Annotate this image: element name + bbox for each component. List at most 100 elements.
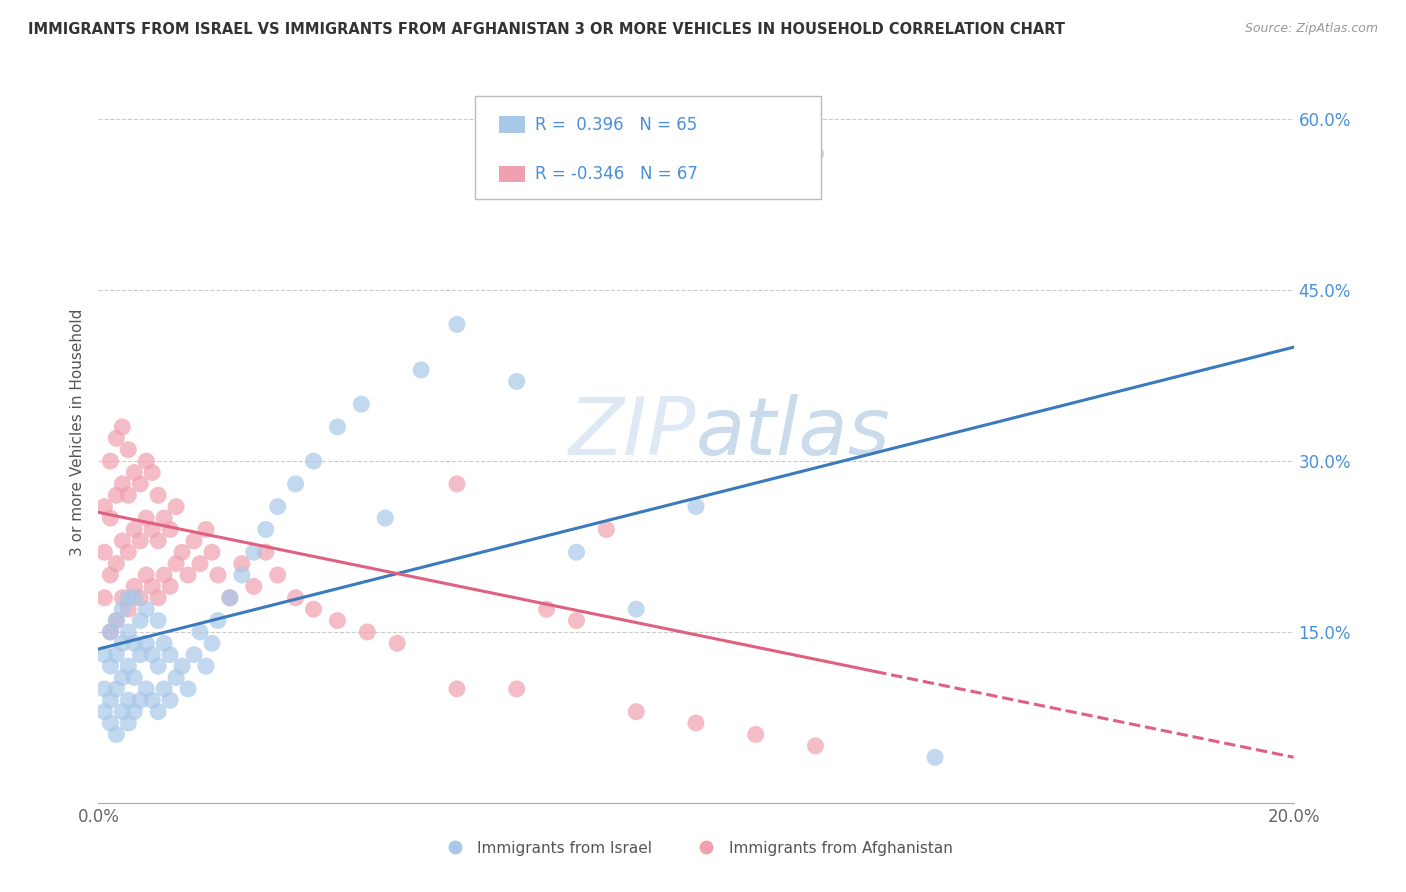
Text: IMMIGRANTS FROM ISRAEL VS IMMIGRANTS FROM AFGHANISTAN 3 OR MORE VEHICLES IN HOUS: IMMIGRANTS FROM ISRAEL VS IMMIGRANTS FRO… — [28, 22, 1066, 37]
Point — [165, 500, 187, 514]
Point — [411, 363, 433, 377]
Point — [446, 476, 468, 491]
Point — [165, 557, 187, 571]
Point — [148, 705, 170, 719]
Point — [326, 614, 349, 628]
Point — [135, 568, 157, 582]
Point — [195, 659, 218, 673]
Point — [302, 602, 325, 616]
Point — [93, 681, 115, 696]
Point — [148, 533, 170, 548]
Point — [159, 693, 181, 707]
Point — [243, 579, 266, 593]
Point — [129, 648, 152, 662]
Point — [506, 375, 529, 389]
Point — [135, 636, 157, 650]
Point — [141, 466, 163, 480]
Point — [565, 614, 588, 628]
Point — [159, 523, 181, 537]
Point — [111, 420, 134, 434]
Point — [243, 545, 266, 559]
Point — [183, 533, 205, 548]
Point — [124, 636, 146, 650]
Point — [177, 568, 200, 582]
Point — [374, 511, 396, 525]
Point — [302, 454, 325, 468]
Point — [117, 624, 139, 639]
Point — [98, 454, 122, 468]
Point — [685, 500, 707, 514]
Point — [254, 545, 277, 559]
Text: atlas: atlas — [696, 393, 891, 472]
Point — [201, 545, 224, 559]
Point — [93, 591, 115, 605]
Text: R = -0.346   N = 67: R = -0.346 N = 67 — [534, 165, 697, 183]
Text: Source: ZipAtlas.com: Source: ZipAtlas.com — [1244, 22, 1378, 36]
Point — [135, 454, 157, 468]
Point — [105, 431, 128, 445]
Point — [804, 146, 827, 161]
Point — [111, 533, 134, 548]
Point — [141, 579, 163, 593]
Point — [98, 716, 122, 731]
Point — [98, 568, 122, 582]
Point — [111, 705, 134, 719]
Point — [201, 636, 224, 650]
Point — [111, 636, 134, 650]
Point — [595, 523, 617, 537]
Point — [446, 681, 468, 696]
Point — [188, 624, 211, 639]
Point — [177, 681, 200, 696]
Point — [159, 648, 181, 662]
Point — [153, 511, 176, 525]
Point — [105, 557, 128, 571]
Point — [117, 488, 139, 502]
Text: R =  0.396   N = 65: R = 0.396 N = 65 — [534, 116, 697, 134]
Point — [93, 500, 115, 514]
Bar — [499, 117, 524, 133]
Point — [148, 488, 170, 502]
Bar — [499, 166, 524, 182]
Point — [326, 420, 349, 434]
Point — [153, 681, 176, 696]
Point — [148, 591, 170, 605]
Point — [135, 511, 157, 525]
Point — [165, 671, 187, 685]
Point — [105, 681, 128, 696]
Point — [148, 614, 170, 628]
Point — [267, 568, 290, 582]
Point — [231, 557, 253, 571]
Point — [93, 648, 115, 662]
Point — [129, 614, 152, 628]
Point — [153, 636, 176, 650]
Point — [685, 716, 707, 731]
Point — [141, 648, 163, 662]
Point — [124, 705, 146, 719]
Point — [141, 693, 163, 707]
Point — [105, 727, 128, 741]
Point — [117, 442, 139, 457]
Point — [172, 659, 194, 673]
Point — [111, 591, 134, 605]
Point — [188, 557, 211, 571]
Point — [284, 591, 307, 605]
Point — [129, 591, 152, 605]
Point — [105, 488, 128, 502]
Point — [195, 523, 218, 537]
Point — [105, 614, 128, 628]
Point — [98, 624, 122, 639]
Point — [231, 568, 253, 582]
Point — [565, 545, 588, 559]
Point — [141, 523, 163, 537]
Point — [124, 591, 146, 605]
Point — [117, 659, 139, 673]
Point — [129, 693, 152, 707]
Point — [745, 727, 768, 741]
Point — [356, 624, 378, 639]
Point — [446, 318, 468, 332]
Point — [207, 568, 229, 582]
Point — [129, 476, 152, 491]
Point — [117, 716, 139, 731]
Point — [284, 476, 307, 491]
FancyBboxPatch shape — [475, 95, 821, 200]
